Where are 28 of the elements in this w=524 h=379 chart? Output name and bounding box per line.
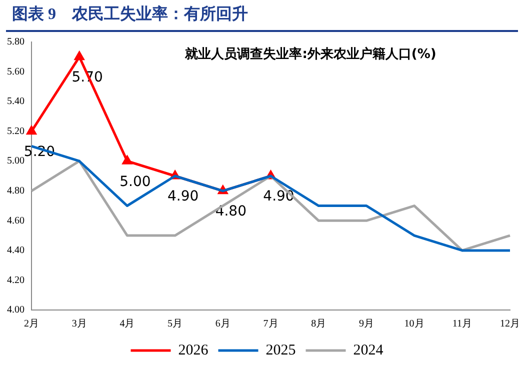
y-tick-label: 4.80 [7, 186, 24, 197]
x-tick-label: 8月 [311, 318, 326, 330]
x-tick-label: 5月 [168, 318, 183, 330]
chart-subtitle: 就业人员调查失业率:外来农业户籍人口(%) [184, 46, 436, 62]
x-tick-label: 11月 [452, 318, 472, 330]
y-tick-label: 5.40 [7, 96, 24, 108]
data-label: 5.00 [120, 174, 151, 190]
x-tick-label: 9月 [358, 318, 374, 330]
x-tick-label: 7月 [263, 318, 278, 330]
x-tick-label: 4月 [120, 318, 135, 330]
y-tick-label: 4.20 [7, 274, 24, 286]
x-tick-label: 2月 [24, 318, 39, 330]
legend-label: 2025 [266, 342, 296, 358]
y-tick-label: 5.80 [7, 36, 24, 48]
chart-title: 图表 9 农民工失业率：有所回升 [6, 0, 518, 32]
y-tick-label: 4.00 [7, 304, 24, 316]
x-tick-label: 10月 [404, 318, 424, 330]
data-label: 4.90 [167, 188, 199, 205]
y-tick-label: 4.40 [7, 245, 24, 256]
x-tick-label: 6月 [215, 318, 230, 330]
x-tick-label: 3月 [72, 318, 87, 330]
y-tick-label: 5.20 [7, 126, 24, 137]
y-tick-label: 4.60 [7, 215, 24, 226]
legend-label: 2024 [353, 342, 384, 358]
legend-label: 2026 [178, 342, 209, 358]
x-tick-label: 12月 [500, 318, 520, 330]
y-tick-label: 5.60 [7, 66, 24, 78]
y-tick-label: 5.00 [7, 156, 24, 167]
